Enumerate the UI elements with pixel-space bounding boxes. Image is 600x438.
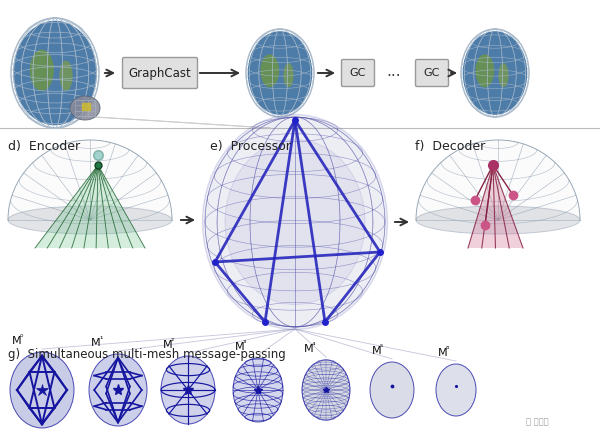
Ellipse shape <box>70 96 100 120</box>
Text: ⁴: ⁴ <box>312 341 316 350</box>
Ellipse shape <box>225 139 365 304</box>
Ellipse shape <box>302 360 350 420</box>
Text: ⁰: ⁰ <box>20 333 23 342</box>
Ellipse shape <box>203 114 388 329</box>
FancyBboxPatch shape <box>415 60 449 86</box>
Ellipse shape <box>10 352 74 428</box>
Text: GC: GC <box>424 68 440 78</box>
Text: GC: GC <box>350 68 366 78</box>
Polygon shape <box>35 165 145 248</box>
Polygon shape <box>416 140 580 220</box>
Ellipse shape <box>416 206 580 234</box>
Ellipse shape <box>161 356 215 424</box>
Text: f)  Decoder: f) Decoder <box>415 140 485 153</box>
Text: ···: ··· <box>386 68 401 84</box>
Text: GraphCast: GraphCast <box>128 67 191 80</box>
Text: 🔵 量子位: 🔵 量子位 <box>526 417 548 426</box>
Ellipse shape <box>233 358 283 422</box>
Ellipse shape <box>59 60 73 91</box>
FancyBboxPatch shape <box>122 57 197 88</box>
Polygon shape <box>8 140 172 220</box>
Ellipse shape <box>8 206 172 234</box>
Text: M: M <box>163 340 173 350</box>
Text: M: M <box>438 348 448 358</box>
Ellipse shape <box>436 364 476 416</box>
Text: M: M <box>372 346 382 356</box>
Ellipse shape <box>283 63 293 87</box>
Text: M: M <box>304 344 314 354</box>
Text: M: M <box>235 342 245 352</box>
Ellipse shape <box>475 54 494 87</box>
Text: M: M <box>91 338 101 348</box>
Ellipse shape <box>370 362 414 418</box>
Ellipse shape <box>463 31 527 115</box>
Ellipse shape <box>248 31 313 115</box>
Text: M: M <box>12 336 22 346</box>
Polygon shape <box>82 103 90 110</box>
Text: ⁶: ⁶ <box>446 345 449 354</box>
Text: ²: ² <box>171 337 174 346</box>
Ellipse shape <box>29 49 54 91</box>
Text: g)  Simultaneous multi-mesh message-passing: g) Simultaneous multi-mesh message-passi… <box>8 348 286 361</box>
Text: e)  Processor: e) Processor <box>210 140 291 153</box>
Polygon shape <box>95 117 270 128</box>
Text: ¹: ¹ <box>99 335 103 344</box>
Text: ⁵: ⁵ <box>380 343 383 352</box>
FancyBboxPatch shape <box>341 60 374 86</box>
Text: ³: ³ <box>243 339 247 348</box>
Polygon shape <box>468 165 523 248</box>
Text: d)  Encoder: d) Encoder <box>8 140 80 153</box>
Ellipse shape <box>260 54 279 87</box>
Ellipse shape <box>499 63 509 87</box>
Ellipse shape <box>13 21 97 125</box>
Ellipse shape <box>89 354 147 426</box>
